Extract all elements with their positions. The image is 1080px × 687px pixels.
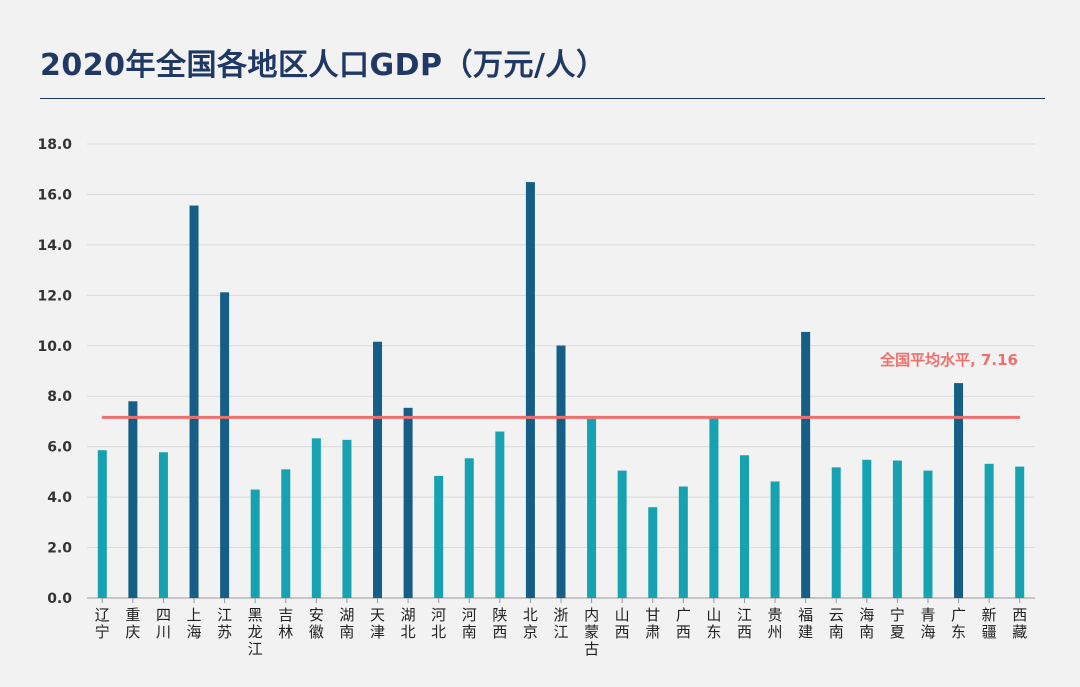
bar bbox=[556, 345, 566, 598]
bar bbox=[373, 341, 383, 598]
x-tick-label: 江西 bbox=[737, 606, 752, 641]
x-tick-label: 西藏 bbox=[1012, 606, 1027, 641]
bar bbox=[342, 439, 352, 598]
bar bbox=[97, 450, 107, 598]
bar bbox=[984, 463, 994, 598]
x-tick-label: 山东 bbox=[706, 606, 721, 641]
x-tick-label: 内蒙古 bbox=[584, 606, 599, 658]
y-tick-label: 2.0 bbox=[47, 541, 72, 557]
x-tick-label: 海南 bbox=[859, 606, 874, 641]
x-tick-label: 新疆 bbox=[982, 606, 997, 641]
bar bbox=[954, 383, 964, 598]
bar bbox=[158, 452, 168, 598]
average-label: 全国平均水平, 7.16 bbox=[879, 351, 1018, 369]
x-tick-label: 广东 bbox=[951, 606, 966, 641]
bar bbox=[189, 205, 199, 598]
x-tick-label: 湖北 bbox=[401, 606, 416, 641]
bar bbox=[525, 182, 535, 598]
title-divider bbox=[40, 98, 1045, 99]
x-tick-label: 广西 bbox=[676, 606, 691, 641]
bar bbox=[434, 475, 444, 598]
x-tick-label: 山西 bbox=[615, 606, 630, 641]
y-tick-label: 10.0 bbox=[37, 339, 72, 355]
bar bbox=[464, 458, 474, 598]
y-tick-label: 14.0 bbox=[37, 238, 72, 254]
x-tick-label: 湖南 bbox=[339, 606, 354, 641]
x-tick-label: 辽宁 bbox=[95, 606, 110, 641]
x-tick-label: 河南 bbox=[462, 606, 477, 641]
x-tick-label: 天津 bbox=[370, 606, 385, 641]
bar bbox=[495, 431, 505, 598]
x-tick-label: 安徽 bbox=[309, 606, 324, 641]
bar bbox=[739, 455, 749, 598]
bar bbox=[648, 507, 658, 598]
y-tick-label: 12.0 bbox=[37, 288, 72, 304]
y-tick-label: 4.0 bbox=[47, 490, 72, 506]
y-tick-label: 6.0 bbox=[47, 440, 72, 456]
bar bbox=[770, 481, 780, 598]
bar bbox=[220, 292, 230, 598]
x-tick-label: 浙江 bbox=[553, 606, 568, 641]
x-tick-label: 云南 bbox=[829, 606, 844, 641]
y-tick-label: 0.0 bbox=[47, 591, 72, 607]
bar bbox=[281, 469, 291, 598]
x-tick-label: 四川 bbox=[156, 606, 171, 641]
x-tick-label: 福建 bbox=[798, 606, 813, 641]
bar bbox=[403, 407, 413, 598]
page-title: 2020年全国各地区人口GDP（万元/人） bbox=[40, 48, 607, 83]
bar bbox=[587, 418, 597, 598]
x-tick-label: 贵州 bbox=[768, 606, 783, 641]
bar bbox=[617, 470, 627, 598]
x-tick-label: 吉林 bbox=[278, 606, 293, 641]
x-tick-label: 河北 bbox=[431, 606, 446, 641]
bar bbox=[128, 401, 138, 598]
bar bbox=[862, 459, 872, 598]
y-tick-label: 18.0 bbox=[37, 137, 72, 153]
x-tick-label: 青海 bbox=[920, 606, 935, 641]
bar bbox=[1015, 466, 1025, 598]
bar bbox=[923, 470, 933, 598]
y-tick-label: 8.0 bbox=[47, 389, 72, 405]
bar bbox=[801, 331, 811, 598]
bar bbox=[831, 467, 841, 598]
x-tick-label: 江苏 bbox=[217, 606, 232, 641]
bar bbox=[709, 417, 719, 598]
bar bbox=[311, 438, 321, 598]
bar bbox=[678, 486, 688, 598]
bar bbox=[892, 460, 902, 598]
x-tick-label: 甘肃 bbox=[645, 606, 660, 641]
x-tick-label: 上海 bbox=[187, 606, 202, 641]
x-tick-label: 宁夏 bbox=[890, 606, 905, 641]
y-tick-label: 16.0 bbox=[37, 187, 72, 203]
x-tick-label: 重庆 bbox=[125, 606, 140, 641]
x-tick-label: 陕西 bbox=[492, 606, 507, 641]
bar bbox=[250, 489, 260, 598]
x-tick-label: 黑龙江 bbox=[248, 606, 263, 658]
x-tick-label: 北京 bbox=[523, 606, 538, 641]
